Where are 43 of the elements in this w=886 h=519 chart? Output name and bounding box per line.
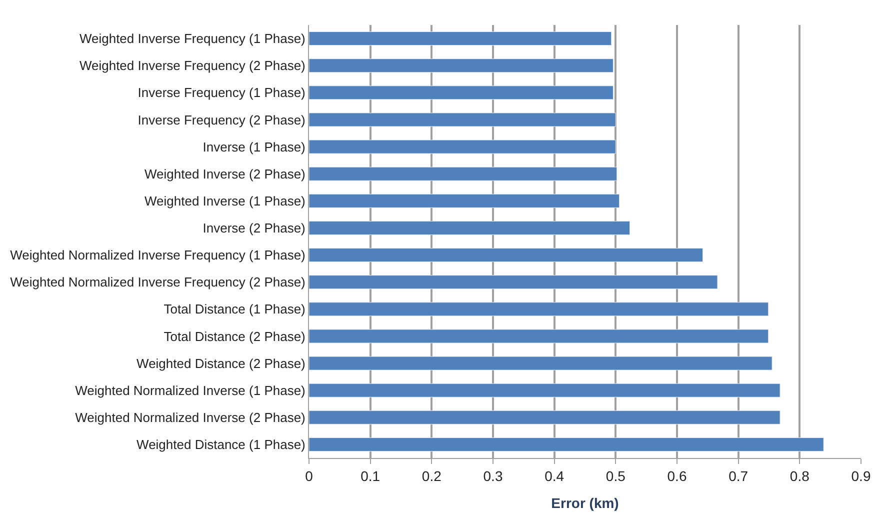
- x-tick-label: 0.3: [483, 468, 503, 484]
- y-tick-label: Weighted Inverse Frequency (2 Phase): [79, 58, 306, 74]
- bar: [309, 302, 769, 316]
- y-tick-label: Weighted Inverse (2 Phase): [144, 166, 306, 182]
- bar: [309, 437, 824, 452]
- y-tick-label: Total Distance (2 Phase): [164, 328, 306, 344]
- y-tick-label: Weighted Inverse (1 Phase): [144, 193, 306, 208]
- bar: [309, 356, 772, 370]
- x-tick-label: 0.4: [544, 468, 564, 484]
- y-tick-label: Weighted Normalized Inverse Frequency (2 Phase): [10, 274, 306, 290]
- x-tick-label: 0.6: [667, 468, 687, 484]
- bar: [309, 58, 614, 73]
- y-tick-label: Inverse (1 Phase): [202, 139, 306, 154]
- x-tick-label: 0.7: [728, 468, 748, 484]
- bar: [309, 275, 718, 290]
- y-tick-label: Inverse Frequency (2 Phase): [138, 112, 306, 128]
- x-tick-label: 0: [305, 468, 314, 484]
- x-tick-label: 0.8: [790, 468, 810, 484]
- y-tick-label: Total Distance (1 Phase): [164, 302, 306, 317]
- y-tick-label: Weighted Normalized Inverse (1 Phase): [75, 382, 306, 398]
- bar: [309, 86, 614, 100]
- bar: [309, 248, 704, 262]
- bar: [309, 329, 769, 344]
- bar: [309, 383, 780, 398]
- x-tick-label: 0.9: [851, 468, 871, 484]
- bar: [309, 410, 780, 424]
- bar: [309, 112, 616, 127]
- y-tick-label: Weighted Distance (1 Phase): [136, 437, 306, 452]
- x-tick-label: 0.1: [360, 468, 380, 484]
- x-tick-label: 0.5: [606, 468, 626, 484]
- x-tick-label: 0.2: [422, 468, 442, 484]
- bar: [309, 32, 612, 46]
- y-tick-label: Inverse (2 Phase): [202, 220, 306, 236]
- y-tick-label: Weighted Normalized Inverse (2 Phase): [75, 410, 306, 425]
- y-tick-label: Weighted Inverse Frequency (1 Phase): [79, 31, 306, 46]
- y-tick-label: Weighted Distance (2 Phase): [136, 356, 306, 371]
- x-axis-title: Error (km): [551, 495, 619, 512]
- bar: [309, 140, 616, 154]
- y-tick-label: Weighted Normalized Inverse Frequency (1 Phase): [10, 248, 306, 263]
- y-tick-label: Inverse Frequency (1 Phase): [138, 85, 306, 100]
- bar: [309, 166, 618, 181]
- bar: [309, 220, 630, 235]
- bar: [309, 194, 620, 208]
